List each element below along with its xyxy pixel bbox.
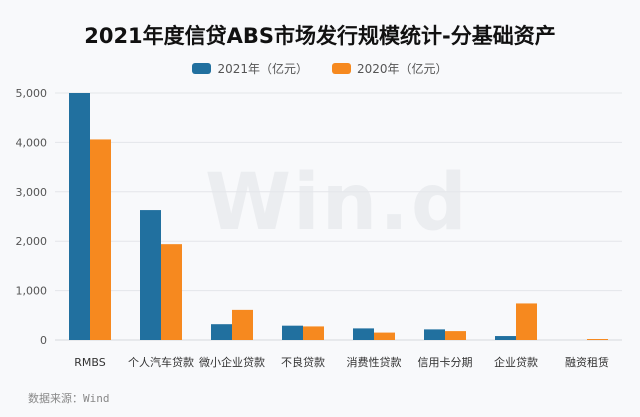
data-source-note: 数据来源：Wind [28, 392, 110, 405]
y-tick-label: 1,000 [16, 285, 48, 298]
bar-2020[interactable] [587, 339, 608, 341]
bar-2021[interactable] [140, 210, 161, 340]
x-tick-label: 信用卡分期 [418, 356, 473, 369]
legend-label-2021: 2021年（亿元） [217, 62, 308, 76]
y-tick-label: 0 [40, 334, 47, 347]
chart-title: 2021年度信贷ABS市场发行规模统计-分基础资产 [84, 24, 556, 48]
y-tick-label: 5,000 [16, 87, 48, 100]
bar-2020[interactable] [445, 331, 466, 340]
wind-watermark: Win.d [205, 158, 469, 248]
bar-2020[interactable] [232, 309, 253, 340]
legend: 2021年（亿元） 2020年（亿元） [0, 60, 640, 77]
bar-2020[interactable] [516, 303, 537, 340]
bar-2020[interactable] [303, 326, 324, 340]
bar-2021[interactable] [69, 93, 90, 340]
x-tick-label: 融资租赁 [565, 355, 609, 369]
bar-2020[interactable] [90, 139, 111, 340]
y-tick-label: 3,000 [16, 186, 48, 199]
bar-2021[interactable] [282, 325, 303, 340]
x-tick-label: 不良贷款 [281, 355, 325, 369]
y-tick-label: 4,000 [16, 136, 48, 149]
x-tick-label: 微小企业贷款 [199, 355, 265, 369]
x-tick-label: 消费性贷款 [347, 355, 402, 369]
legend-item-2021[interactable]: 2021年（亿元） [192, 60, 308, 77]
legend-swatch-2020 [332, 63, 351, 74]
x-tick-label: 企业贷款 [494, 355, 538, 369]
legend-label-2020: 2020年（亿元） [357, 62, 448, 76]
bar-2021[interactable] [211, 324, 232, 340]
legend-swatch-2021 [192, 63, 212, 74]
bar-2020[interactable] [161, 244, 182, 340]
bar-2021[interactable] [353, 328, 374, 340]
legend-item-2020[interactable]: 2020年（亿元） [332, 60, 448, 77]
x-tick-label: 个人汽车贷款 [128, 355, 194, 369]
y-tick-label: 2,000 [16, 235, 48, 248]
x-tick-label: RMBS [74, 356, 105, 369]
bar-2020[interactable] [374, 332, 395, 340]
bar-2021[interactable] [424, 329, 445, 340]
bar-2021[interactable] [495, 336, 516, 340]
